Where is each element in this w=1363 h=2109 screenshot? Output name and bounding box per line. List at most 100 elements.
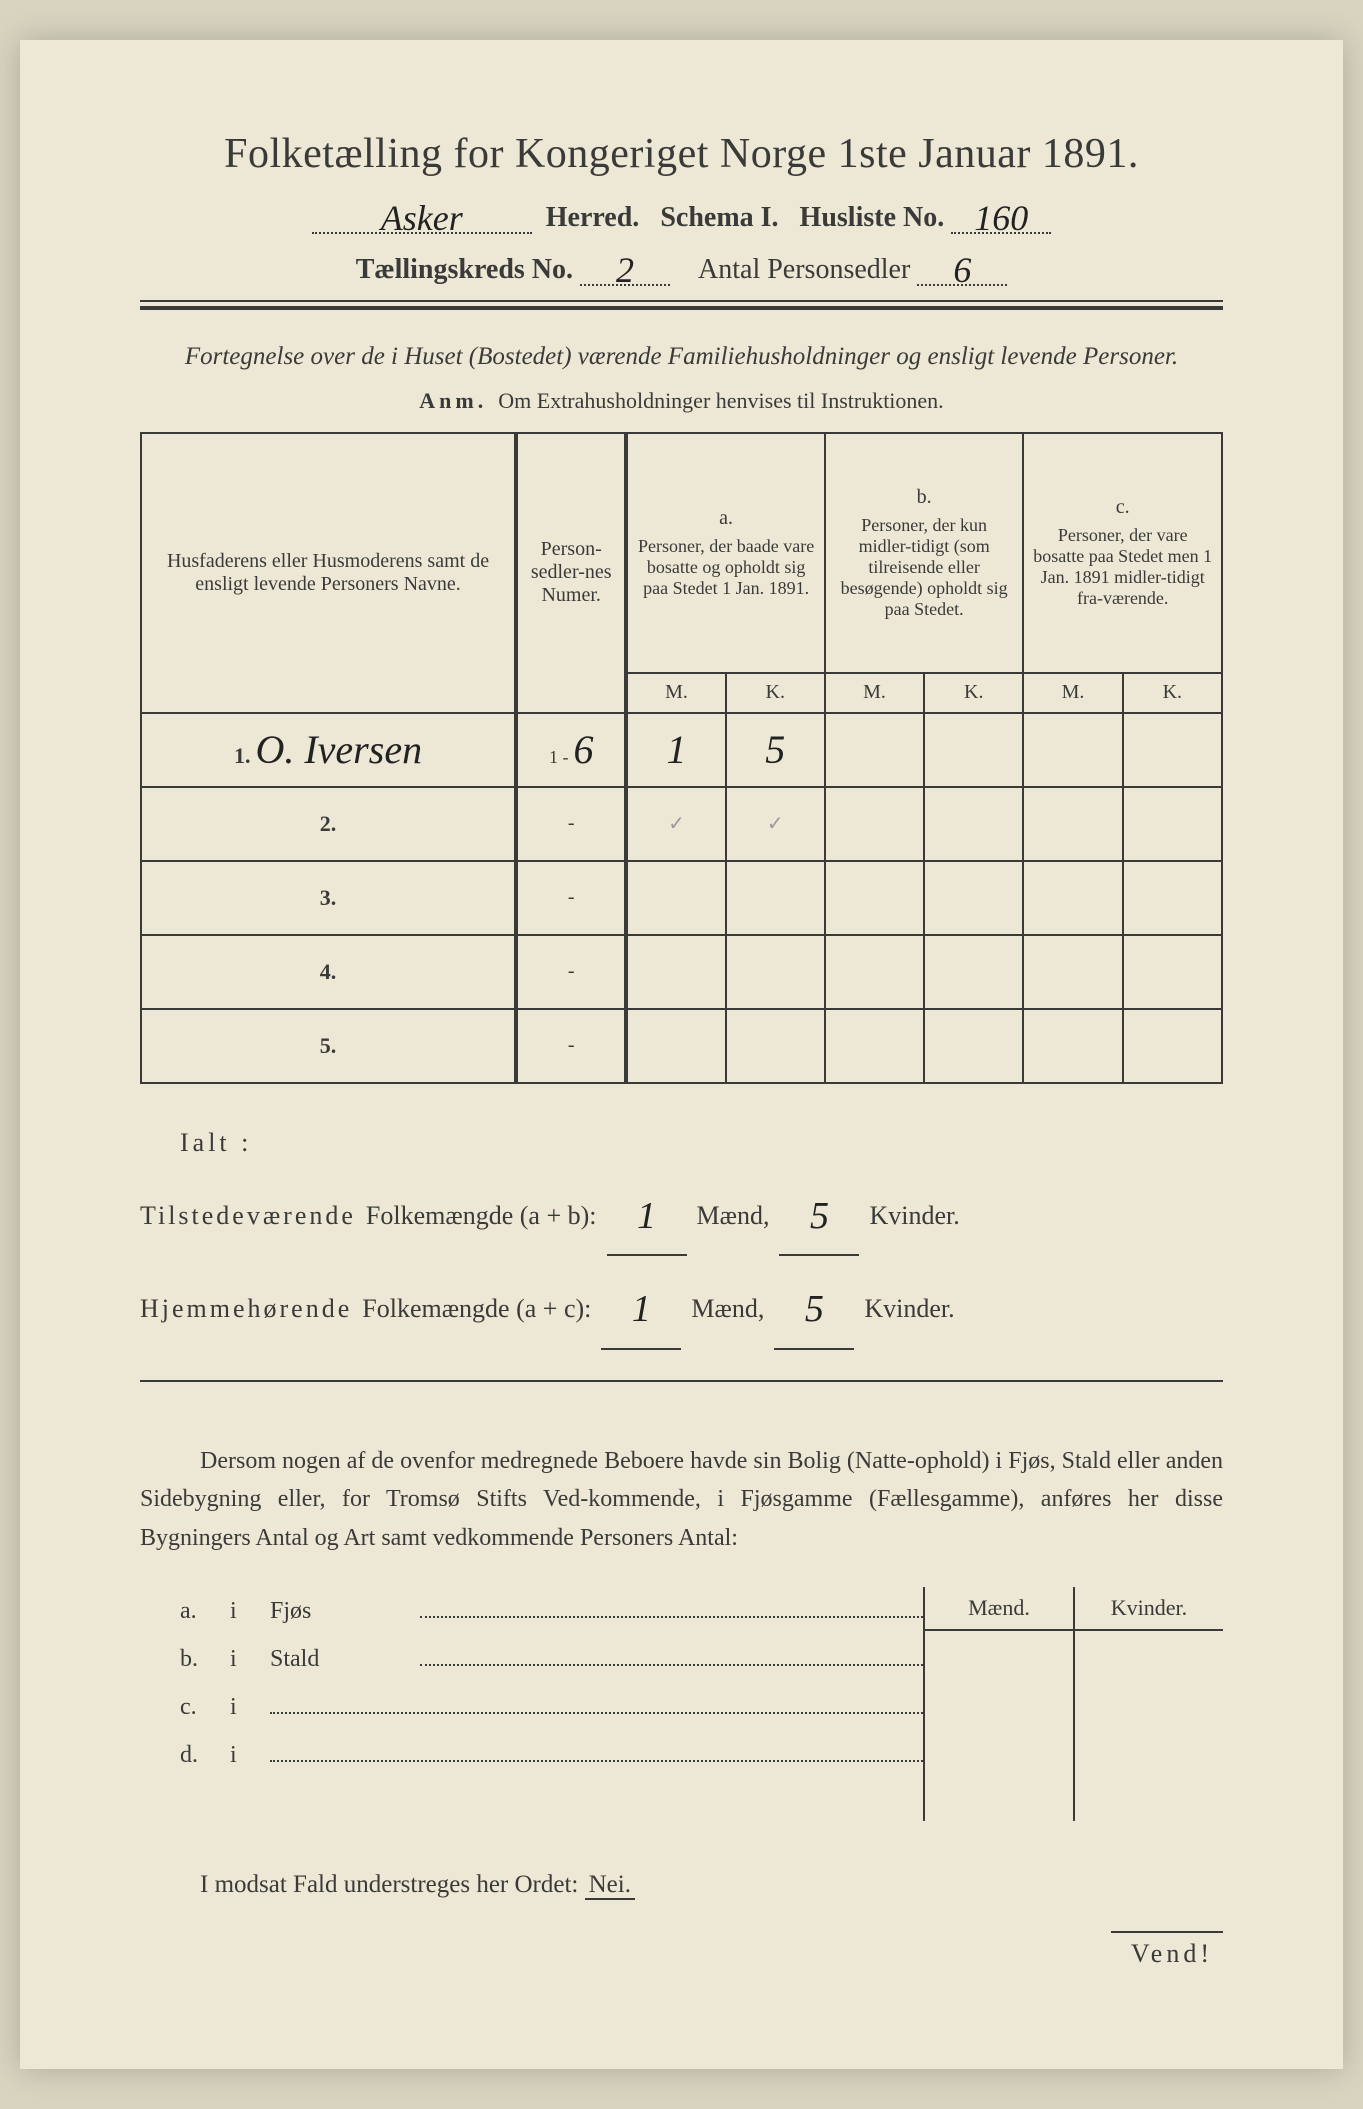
col-c-m: M. [1023, 673, 1122, 713]
buildings-men-cell [925, 1631, 1075, 1821]
col-num-header: Person-sedler-nes Numer. [516, 433, 626, 713]
table-row: 3. - [141, 861, 1222, 935]
row-name: 2. [141, 787, 516, 861]
col-name-header: Husfaderens eller Husmoderens samt de en… [141, 433, 516, 713]
row-ck [1123, 861, 1222, 935]
row-ck [1123, 1009, 1222, 1083]
total-present-line: Tilstedeværende Folkemængde (a + b): 1 M… [140, 1171, 1223, 1257]
row-am [626, 861, 725, 935]
buildings-paragraph: Dersom nogen af de ovenfor medregnede Be… [140, 1442, 1223, 1557]
modsat-line: I modsat Fald understreges her Ordet: Ne… [140, 1871, 1223, 1899]
row-bm [825, 861, 924, 935]
resident-label: Hjemmehørende [140, 1280, 352, 1337]
main-title: Folketælling for Kongeriget Norge 1ste J… [140, 130, 1223, 178]
row-ak [726, 1009, 825, 1083]
anm-line: Anm. Om Extrahusholdninger henvises til … [140, 388, 1223, 414]
row-ck [1123, 787, 1222, 861]
row-am: ✓ [626, 787, 725, 861]
total-resident-line: Hjemmehørende Folkemængde (a + c): 1 Mæn… [140, 1264, 1223, 1350]
dotted-line [420, 1642, 923, 1666]
dotted-line [270, 1690, 923, 1714]
col-c-k: K. [1123, 673, 1222, 713]
row-bk [924, 861, 1023, 935]
building-row: d. i [180, 1731, 923, 1779]
col-c-header: c. Personer, der vare bosatte paa Stedet… [1023, 433, 1222, 673]
buildings-men-header: Mænd. [925, 1587, 1075, 1629]
kreds-value: 2 [616, 250, 634, 290]
table-row: 1. O. Iversen 1 - 6 1 5 [141, 713, 1222, 787]
col-b-header: b. Personer, der kun midler-tidigt (som … [825, 433, 1024, 673]
row-bm [825, 935, 924, 1009]
row-cm [1023, 861, 1122, 935]
buildings-block: a. i Fjøs b. i Stald c. i d. i [140, 1587, 1223, 1821]
husliste-field: 160 [951, 196, 1051, 234]
dotted-line [270, 1738, 923, 1762]
row-num: 1 - 6 [516, 713, 626, 787]
row-am [626, 935, 725, 1009]
anm-text: Om Extrahusholdninger henvises til Instr… [498, 388, 943, 413]
table-row: 2. - ✓ ✓ [141, 787, 1222, 861]
col-a-k: K. [726, 673, 825, 713]
row-ak [726, 861, 825, 935]
buildings-list: a. i Fjøs b. i Stald c. i d. i [140, 1587, 923, 1821]
building-row: a. i Fjøs [180, 1587, 923, 1635]
schema-label: Schema I. [660, 202, 778, 233]
row-cm [1023, 1009, 1122, 1083]
row-num: - [516, 1009, 626, 1083]
col-b-m: M. [825, 673, 924, 713]
husliste-value: 160 [974, 198, 1028, 238]
row-ak: ✓ [726, 787, 825, 861]
row-name: 4. [141, 935, 516, 1009]
household-table: Husfaderens eller Husmoderens samt de en… [140, 432, 1223, 1084]
header-line-3: Tællingskreds No. 2 Antal Personsedler 6 [140, 248, 1223, 286]
rule-thick [140, 306, 1223, 310]
table-row: 5. - [141, 1009, 1222, 1083]
row-bm [825, 1009, 924, 1083]
census-form-page: Folketælling for Kongeriget Norge 1ste J… [20, 40, 1343, 2069]
present-men: 1 [607, 1171, 687, 1257]
present-label: Tilstedeværende [140, 1187, 356, 1244]
row-bk [924, 787, 1023, 861]
ialt-label: Ialt : [140, 1114, 260, 1171]
present-women: 5 [779, 1171, 859, 1257]
totals-block: Ialt : Tilstedeværende Folkemængde (a + … [140, 1114, 1223, 1350]
row-ck [1123, 713, 1222, 787]
antal-field: 6 [917, 248, 1007, 286]
dotted-line [420, 1594, 923, 1618]
row-ak [726, 935, 825, 1009]
row-name: 5. [141, 1009, 516, 1083]
row-am: 1 [626, 713, 725, 787]
building-row: c. i [180, 1683, 923, 1731]
resident-women: 5 [774, 1264, 854, 1350]
row-bk [924, 1009, 1023, 1083]
rule-mid [140, 1380, 1223, 1382]
kreds-label: Tællingskreds No. [356, 254, 573, 285]
row-cm [1023, 787, 1122, 861]
subtitle: Fortegnelse over de i Huset (Bostedet) v… [140, 338, 1223, 376]
husliste-label: Husliste No. [800, 202, 945, 233]
row-cm [1023, 713, 1122, 787]
row-am [626, 1009, 725, 1083]
herred-label: Herred. [546, 202, 640, 233]
kreds-field: 2 [580, 248, 670, 286]
buildings-women-cell [1075, 1631, 1223, 1821]
resident-men: 1 [601, 1264, 681, 1350]
herred-field: Asker [312, 196, 532, 234]
row-bm [825, 713, 924, 787]
row-num: - [516, 861, 626, 935]
row-bk [924, 713, 1023, 787]
nei-word: Nei. [585, 1871, 635, 1900]
antal-value: 6 [953, 250, 971, 290]
herred-value: Asker [381, 198, 463, 238]
buildings-count-table: Mænd. Kvinder. [923, 1587, 1223, 1821]
antal-label: Antal Personsedler [698, 254, 910, 285]
header-line-2: Asker Herred. Schema I. Husliste No. 160 [140, 196, 1223, 234]
vend-label: Vend! [140, 1939, 1223, 1969]
row-name: 1. O. Iversen [141, 713, 516, 787]
anm-prefix: Anm. [419, 388, 487, 413]
row-name: 3. [141, 861, 516, 935]
row-num: - [516, 787, 626, 861]
row-bm [825, 787, 924, 861]
col-b-k: K. [924, 673, 1023, 713]
row-cm [1023, 935, 1122, 1009]
